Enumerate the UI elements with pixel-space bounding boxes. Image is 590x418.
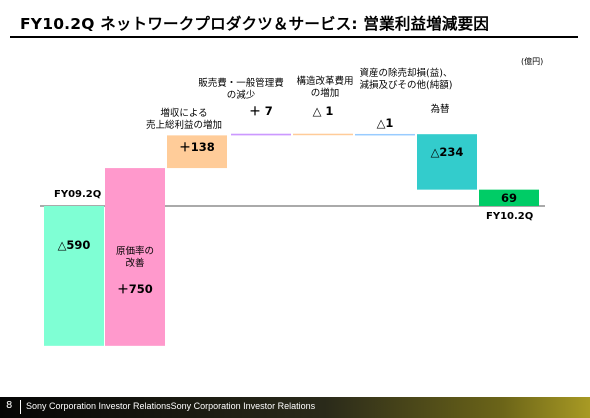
bar-other — [355, 133, 415, 136]
value-label-restructuring: △ 1 — [312, 104, 334, 118]
end-label: FY10.2Q — [486, 211, 534, 222]
value-label-sales: ＋138 — [179, 140, 215, 154]
category-label-sales: 増収による 売上総利益の増加 — [145, 108, 222, 131]
category-label-cost: 原価率の 改善 — [115, 246, 154, 269]
waterfall-chart — [40, 133, 545, 346]
footer-bar: 8 Sony Corporation Investor RelationsSon… — [0, 397, 590, 418]
title-divider — [10, 36, 578, 38]
bar-forex — [417, 134, 477, 190]
category-label-forex: 為替 — [430, 104, 450, 115]
category-label-sga: 販売費・一般管理費 の減少 — [198, 78, 284, 101]
value-label-other: △1 — [376, 116, 394, 130]
value-label-fy09: △590 — [57, 238, 91, 252]
page-title: FY10.2Q ネットワークプロダクツ＆サービス: 営業利益増減要因 — [20, 15, 490, 33]
category-label-other: 資産の除売却損(益)、 減損及びその他(純額) — [359, 68, 453, 91]
bar-sales — [167, 135, 227, 169]
start-label: FY09.2Q — [54, 189, 102, 200]
footer-text: Sony Corporation Investor RelationsSony … — [26, 401, 316, 411]
bar-fy10 — [479, 189, 539, 206]
value-label-cost: ＋750 — [117, 282, 153, 296]
bar-sga — [231, 133, 291, 136]
unit-label: (億円) — [521, 57, 544, 66]
bar-fy09 — [44, 206, 104, 346]
value-label-fy10: 69 — [500, 191, 517, 205]
value-label-sga: ＋ 7 — [249, 104, 273, 118]
footer-separator — [20, 400, 21, 414]
category-label-restructuring: 構造改革費用 の増加 — [296, 76, 354, 99]
page-number: 8 — [6, 400, 13, 411]
bar-cost — [105, 168, 165, 346]
bar-restructuring — [293, 133, 353, 136]
value-label-forex: △234 — [430, 145, 464, 159]
